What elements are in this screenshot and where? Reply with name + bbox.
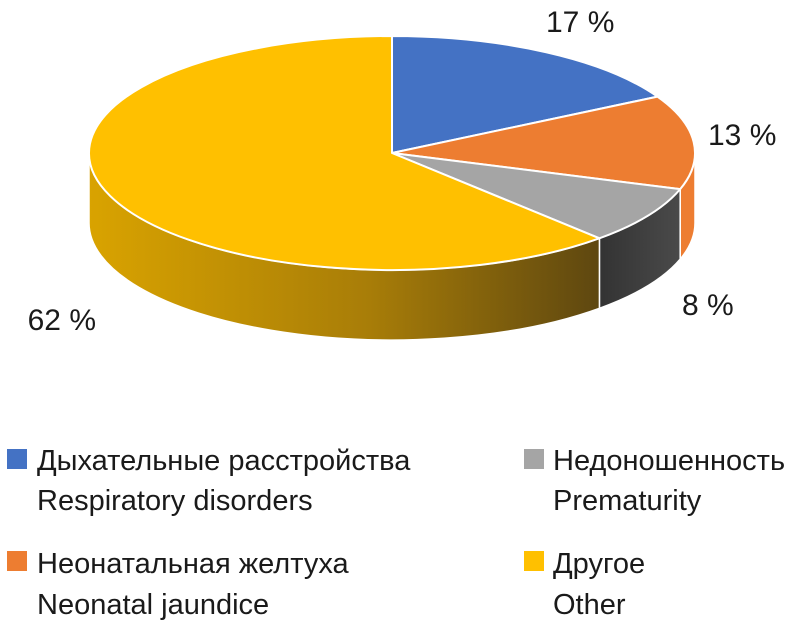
pie-slice-prematurity	[391, 152, 682, 240]
data-label-prematurity: 8 %	[682, 289, 734, 322]
legend-label-en: Other	[553, 589, 626, 621]
legend-item-respiratory-disorders: Дыхательные расстройства Respiratory diso…	[7, 445, 411, 517]
legend-label-ru: Неонатальная желтуха	[37, 548, 349, 580]
legend-item-neonatal-jaundice: Неонатальная желтуха Neonatal jaundice	[7, 548, 349, 621]
pie-slice-neonatal-jaundice	[391, 95, 696, 191]
pie-slice-other	[88, 35, 601, 271]
legend-item-other: Другое Other	[524, 548, 645, 621]
data-label-respiratory-disorders: 17 %	[546, 6, 614, 39]
pie-slice-respiratory-disorders	[391, 35, 659, 154]
legend-label-ru: Другое	[553, 548, 645, 580]
legend-swatch	[7, 551, 27, 571]
legend-swatch	[524, 551, 544, 571]
data-label-neonatal-jaundice: 13 %	[708, 119, 776, 152]
pie-slices	[88, 35, 696, 271]
data-label-other: 62 %	[28, 304, 96, 337]
legend-label-en: Respiratory disorders	[37, 485, 313, 517]
legend-label-en: Neonatal jaundice	[37, 589, 269, 621]
pie-labels: 17 % 13 % 8 % 62 %	[28, 6, 777, 337]
legend-label-en: Prematurity	[553, 485, 702, 517]
legend-label-ru: Дыхательные расстройства	[37, 445, 411, 477]
legend-swatch	[7, 449, 27, 469]
legend-swatch	[524, 449, 544, 469]
legend-item-prematurity: Недоношенность Prematurity	[524, 445, 785, 517]
legend: Дыхательные расстройства Respiratory diso…	[7, 445, 785, 621]
legend-label-ru: Недоношенность	[553, 445, 785, 477]
